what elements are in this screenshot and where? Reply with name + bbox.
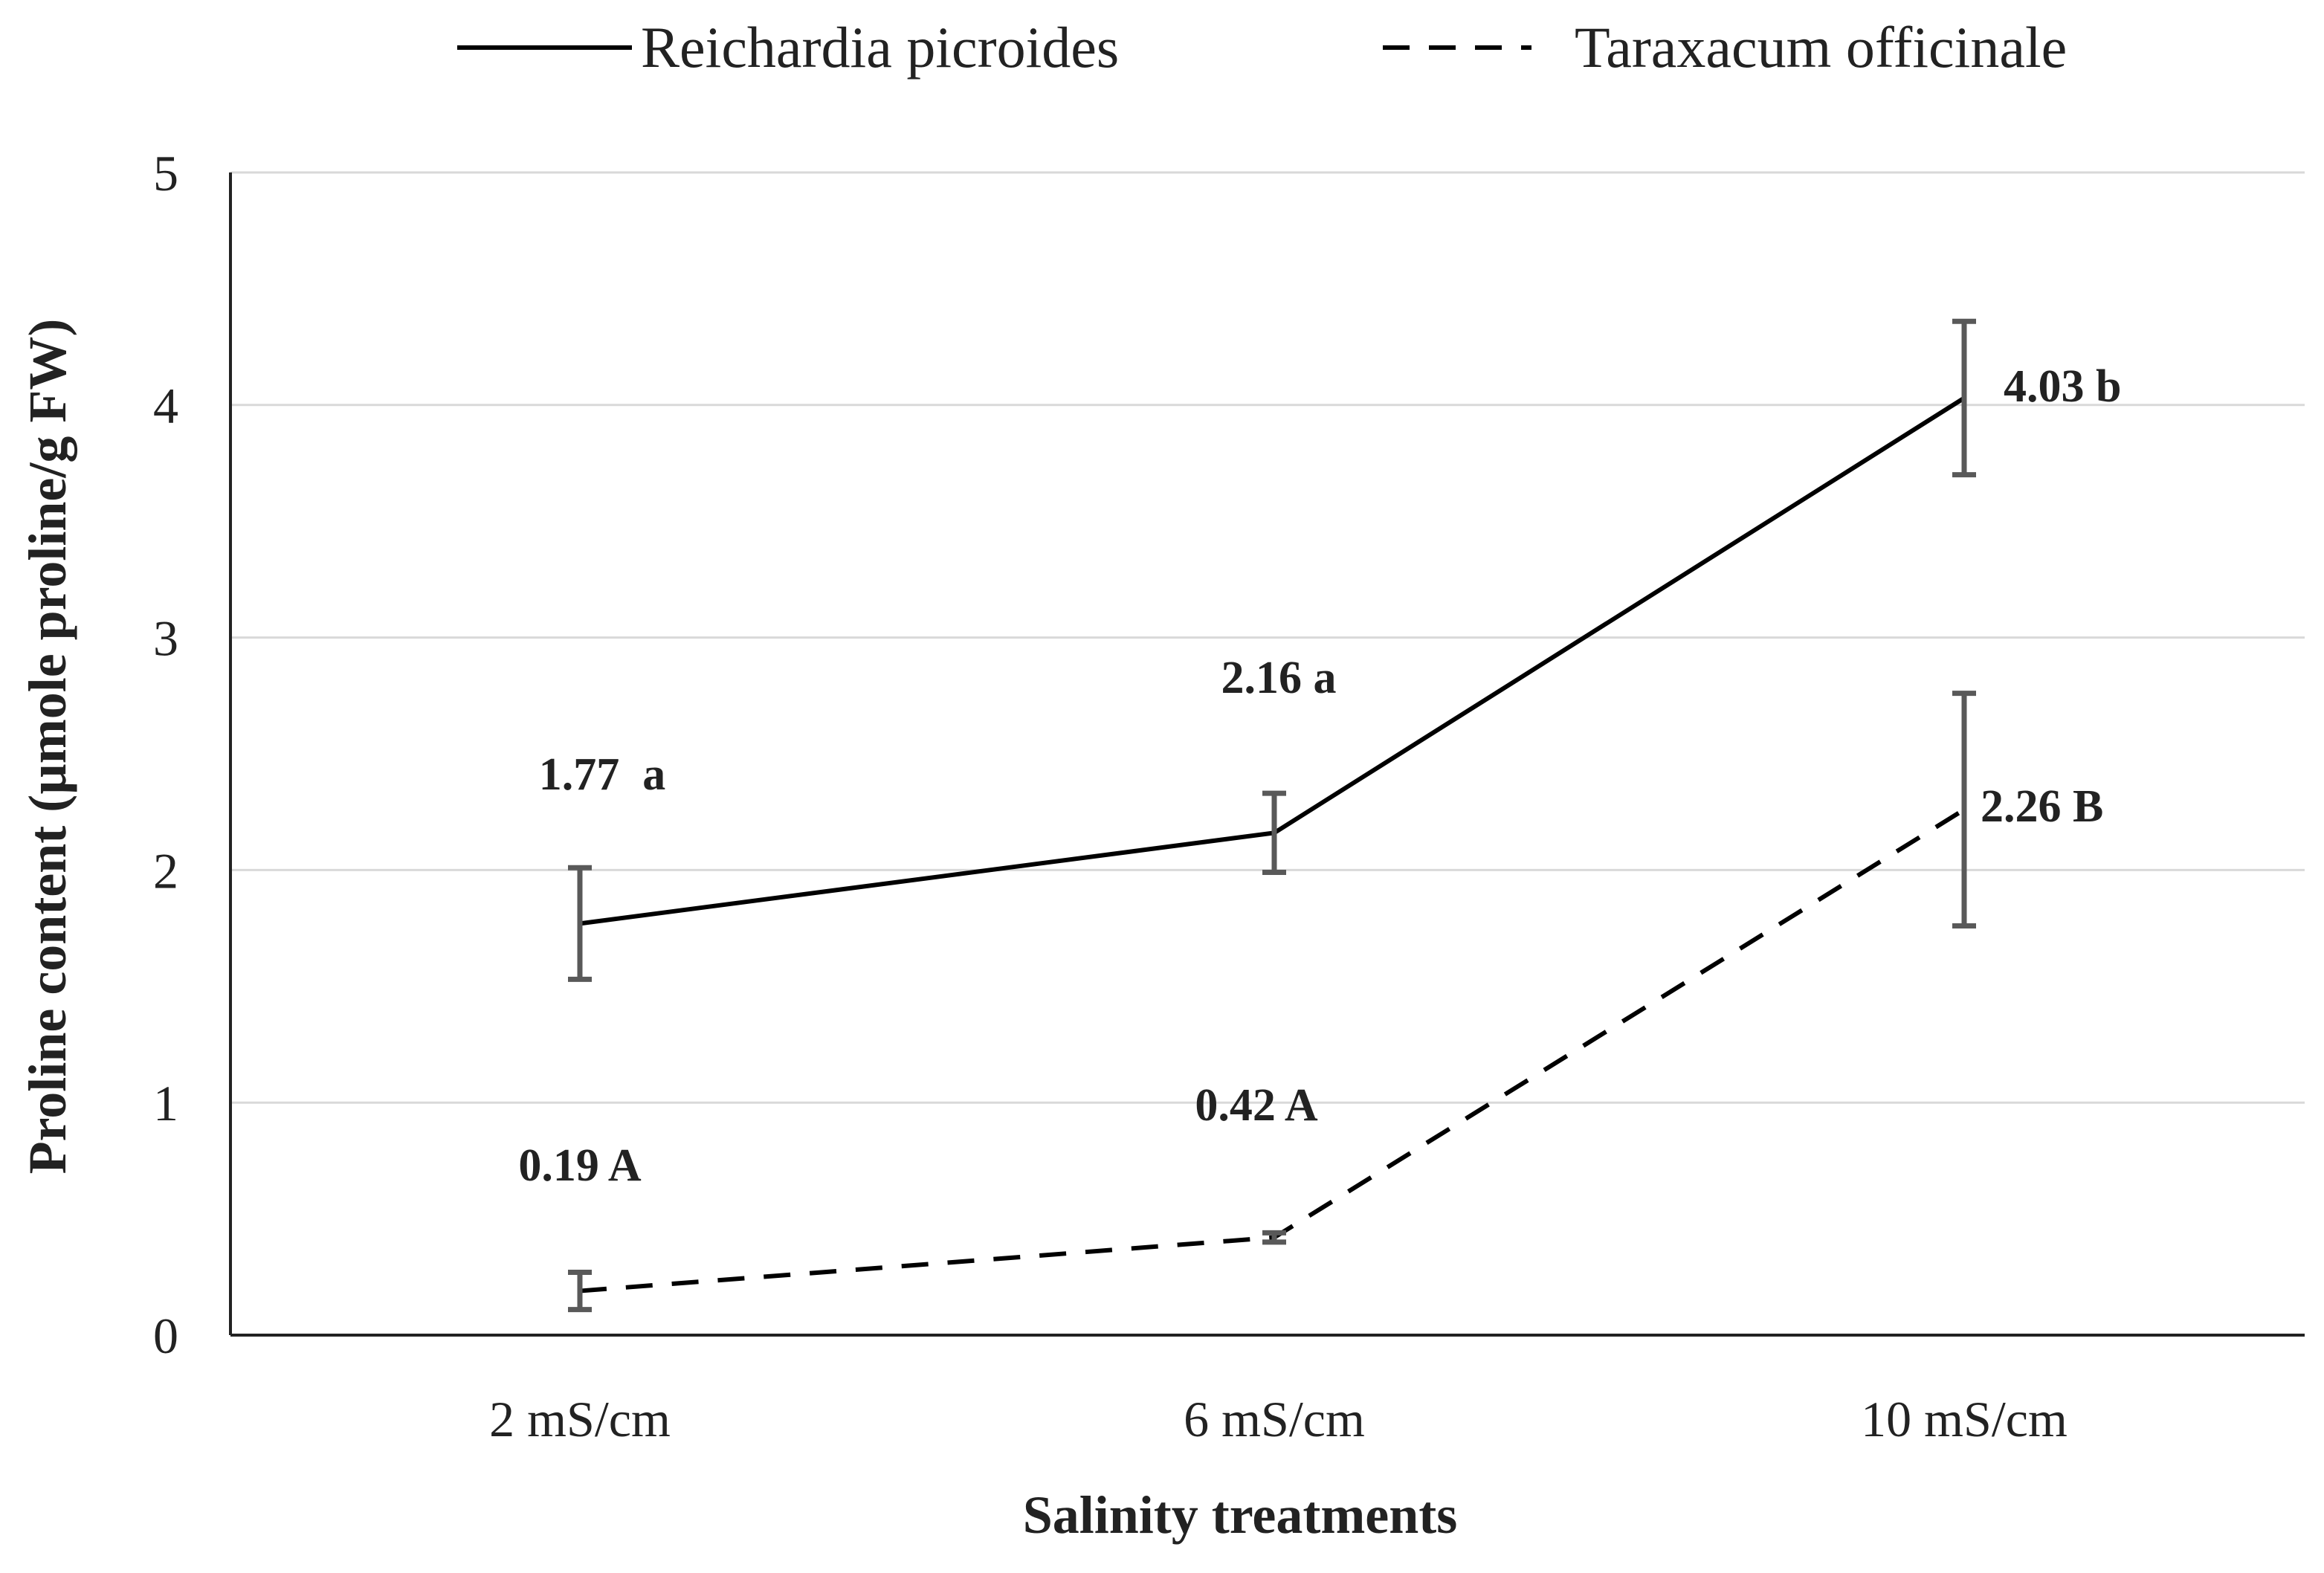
legend-label-taraxacum: Taraxacum officinale xyxy=(1575,15,2067,80)
x-tick-label-1: 6 mS/cm xyxy=(1184,1391,1365,1447)
error-bar-s1-p1 xyxy=(1262,1230,1286,1245)
series-line-1 xyxy=(579,807,1966,1293)
gridlines xyxy=(230,171,2305,1104)
x-tick-label-0: 2 mS/cm xyxy=(489,1391,671,1447)
legend: Reichardia picroides Taraxacum officinal… xyxy=(457,15,2067,80)
y-tick-label-2: 2 xyxy=(153,842,178,899)
axes: 0 1 2 3 4 5 2 mS/cm 6 mS/cm 10 mS/cm xyxy=(153,145,2305,1447)
x-axis-title: Salinity treatments xyxy=(1023,1485,1458,1545)
data-label-s0-p1: 2.16 a xyxy=(1221,653,1337,703)
x-tick-label-2: 10 mS/cm xyxy=(1861,1391,2068,1447)
legend-label-reichardia: Reichardia picroides xyxy=(641,15,1119,80)
error-bar-s0-p1 xyxy=(1262,790,1286,876)
error-bar-s1-p0 xyxy=(568,1270,592,1313)
y-axis-title: Proline content (µmole proline/g FW) xyxy=(18,319,77,1175)
y-tick-label-1: 1 xyxy=(153,1075,178,1131)
error-bar-s0-p0 xyxy=(568,865,592,982)
error-bar-s1-p2 xyxy=(1952,691,1976,928)
error-bars xyxy=(568,318,1976,1313)
data-label-s0-p2: 4.03 b xyxy=(2004,361,2121,412)
data-labels: 1.77 a 2.16 a 4.03 b 0.19 A 0.42 A 2.26 B xyxy=(518,361,2121,1191)
y-tick-label-0: 0 xyxy=(153,1308,178,1364)
y-tick-label-3: 3 xyxy=(153,610,178,667)
data-label-s1-p2: 2.26 B xyxy=(1981,781,2103,832)
error-bar-s0-p2 xyxy=(1952,318,1976,478)
y-tick-label-5: 5 xyxy=(153,145,178,201)
data-label-s1-p1: 0.42 A xyxy=(1195,1080,1318,1131)
data-label-s0-p0: 1.77 a xyxy=(539,749,666,800)
data-label-s1-p0: 0.19 A xyxy=(518,1140,642,1191)
y-tick-label-4: 4 xyxy=(153,378,178,434)
